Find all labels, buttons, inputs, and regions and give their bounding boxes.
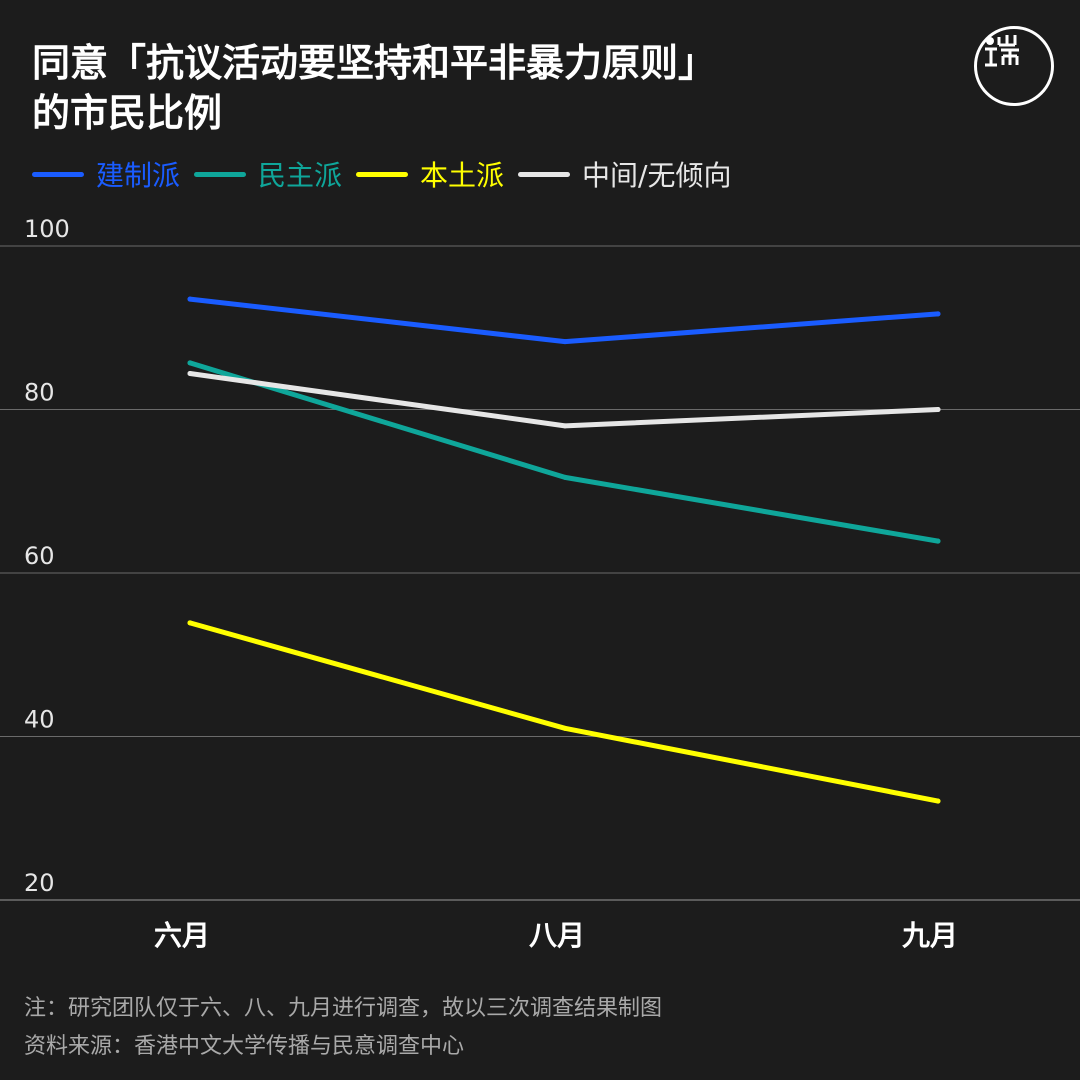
data-point-3-1 xyxy=(562,423,568,429)
x-tick-label-0: 六月 xyxy=(154,919,210,952)
y-tick-label-60: 60 xyxy=(24,542,55,570)
data-point-3-2 xyxy=(935,407,941,412)
chart-title-line-2: 的市民比例 xyxy=(32,91,223,135)
data-point-0-2 xyxy=(935,311,941,317)
data-point-1-2 xyxy=(935,538,941,544)
legend-label-0: 建制派 xyxy=(96,159,181,192)
data-point-1-1 xyxy=(562,474,568,480)
legend-item-0: 建制派 xyxy=(32,154,180,194)
legend-swatch-0 xyxy=(32,171,84,177)
data-point-2-1 xyxy=(562,725,568,731)
legend-label-1: 民主派 xyxy=(258,159,343,192)
legend-label-2: 本土派 xyxy=(420,159,505,192)
data-point-2-2 xyxy=(935,798,941,804)
x-tick-label-1: 八月 xyxy=(529,919,585,952)
chart-title: 同意「抗议活动要坚持和平非暴力原则」 的市民比例 xyxy=(32,38,912,138)
chart-legend: 建制派 民主派 本土派 中间/无倾向 xyxy=(32,152,745,196)
initium-logo-mark xyxy=(985,35,1019,67)
chart-footer: 注：研究团队仅于六、八、九月进行调查，故以三次调查结果制图 资料来源：香港中文大… xyxy=(24,990,662,1066)
footer-note: 注：研究团队仅于六、八、九月进行调查，故以三次调查结果制图 xyxy=(24,996,663,1021)
legend-item-1: 民主派 xyxy=(194,154,342,194)
footer-source: 资料来源：香港中文大学传播与民意调查中心 xyxy=(24,1034,465,1059)
line-chart: 20 40 60 80 100 六月 八月 九月 xyxy=(0,215,1080,952)
legend-item-2: 本土派 xyxy=(356,154,504,194)
x-tick-label-2: 九月 xyxy=(902,919,958,952)
legend-label-3: 中间/无倾向 xyxy=(582,159,732,192)
y-tick-label-20: 20 xyxy=(24,869,55,897)
legend-swatch-1 xyxy=(194,171,247,177)
series-line-2 xyxy=(187,620,941,804)
series-line-0 xyxy=(187,296,941,345)
y-tick-label-40: 40 xyxy=(24,706,55,734)
initium-logo-icon xyxy=(974,26,1054,106)
data-point-1-0 xyxy=(187,360,193,366)
legend-swatch-2 xyxy=(356,171,409,177)
data-point-0-0 xyxy=(187,296,193,302)
legend-item-3: 中间/无倾向 xyxy=(518,154,731,194)
y-tick-label-80: 80 xyxy=(24,379,55,407)
data-point-0-1 xyxy=(562,339,568,345)
data-point-3-0 xyxy=(187,371,193,377)
legend-swatch-3 xyxy=(518,171,571,177)
y-tick-label-100: 100 xyxy=(24,215,70,243)
data-point-2-0 xyxy=(187,620,193,626)
chart-title-line-1: 同意「抗议活动要坚持和平非暴力原则」 xyxy=(32,41,717,85)
